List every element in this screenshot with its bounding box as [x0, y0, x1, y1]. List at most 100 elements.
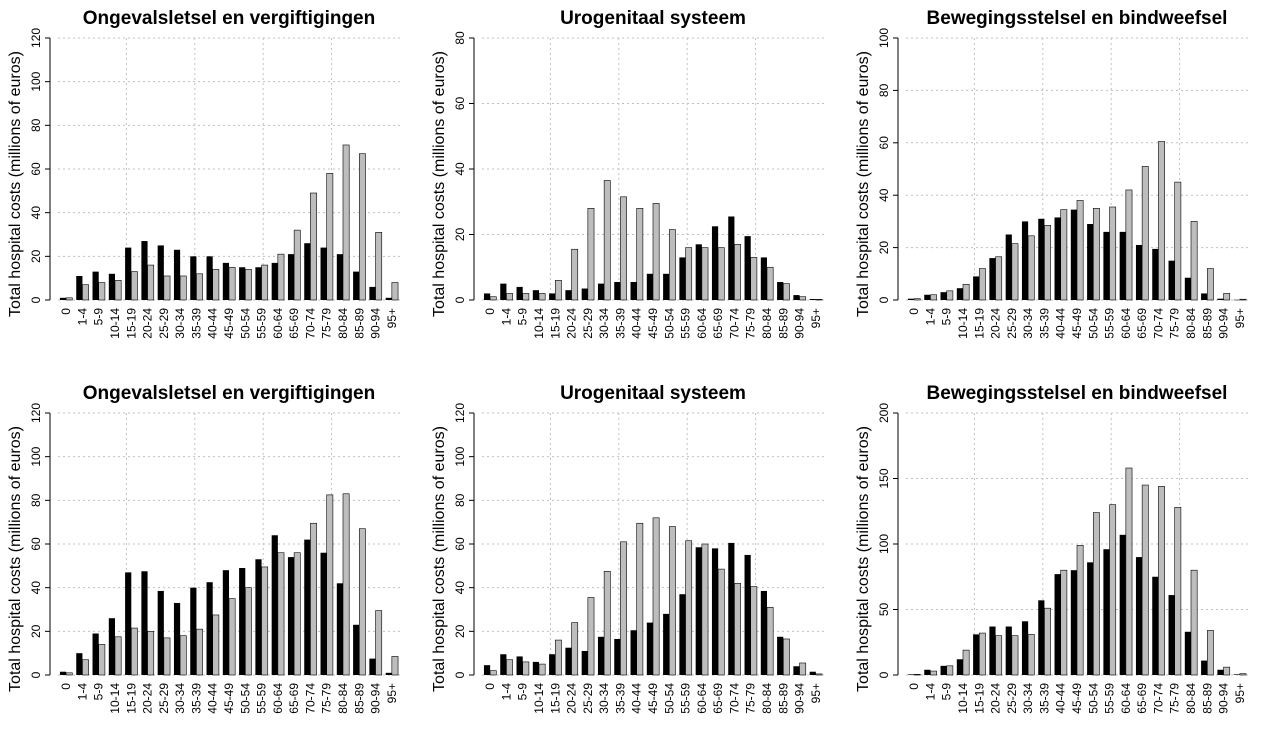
bar-black-75-79 [744, 236, 751, 300]
bar-black-30-34 [173, 602, 181, 675]
bar-grey-70-74 [1158, 486, 1165, 676]
bar-black-1-4 [924, 669, 931, 675]
bar-grey-35-39 [1044, 225, 1051, 301]
bar-black-75-79 [320, 552, 327, 675]
bar-black-95+ [385, 297, 392, 300]
y-axis-label: Total hospital costs (millions of euros) [7, 426, 24, 692]
bar-black-90-94 [793, 295, 800, 300]
bar-grey-15-19 [130, 627, 138, 676]
x-tick-label: 85-89 [1200, 308, 1214, 339]
x-tick-label: 70-74 [727, 683, 741, 714]
bar-grey-15-19 [978, 632, 986, 676]
bar-black-50-54 [239, 267, 246, 300]
x-tick-label: 95+ [385, 308, 399, 328]
bar-black-0 [59, 671, 67, 675]
bar-grey-20-24 [147, 264, 155, 301]
chart-panel-2: Urogenitaal systeem Total hospital costs … [424, 0, 848, 375]
bar-black-55-59 [1103, 549, 1110, 675]
chart-svg: Urogenitaal systeem Total hospital costs … [431, 8, 824, 339]
x-tick-label: 0 [59, 683, 73, 690]
bar-black-25-29 [1005, 626, 1012, 675]
bar-grey-25-29 [163, 275, 171, 301]
y-tick-label: 60 [877, 136, 891, 150]
bar-grey-20-24 [571, 622, 579, 676]
bar-black-70-74 [1152, 576, 1159, 675]
bar-black-65-69 [1135, 244, 1143, 300]
bar-black-95+ [1233, 299, 1240, 301]
y-tick-label: 40 [29, 206, 43, 220]
x-tick-label: 90-94 [793, 683, 807, 714]
bar-black-70-74 [728, 216, 735, 300]
x-tick-label: 55-59 [679, 308, 693, 339]
bar-black-75-79 [1168, 595, 1175, 675]
bar-black-95+ [809, 299, 816, 300]
y-tick-label: 20 [29, 249, 43, 263]
bar-black-90-94 [793, 666, 800, 675]
bar-grey-5-9 [946, 290, 954, 301]
bar-grey-85-89 [358, 153, 366, 301]
bar-black-60-64 [695, 547, 702, 675]
x-tick-label: 20-24 [141, 683, 155, 714]
x-tick-label: 20-24 [989, 683, 1003, 714]
bar-grey-10-14 [538, 663, 546, 676]
bar-black-0 [483, 293, 491, 300]
y-tick-label: 60 [29, 162, 43, 176]
bar-grey-30-34 [179, 635, 187, 676]
bar-black-20-24 [141, 241, 148, 300]
x-tick-label: 50-54 [238, 308, 252, 339]
y-axis-label: Total hospital costs (millions of euros) [855, 51, 872, 317]
x-tick-label: 30-34 [1021, 683, 1035, 714]
bar-grey-1-4 [506, 659, 513, 676]
bar-grey-25-29 [163, 637, 171, 676]
x-tick-label: 5-9 [940, 683, 954, 701]
bar-grey-85-89 [358, 528, 366, 676]
bar-grey-90-94 [375, 232, 383, 301]
x-tick-label: 90-94 [1217, 308, 1231, 339]
x-tick-label: 90-94 [793, 308, 807, 339]
bar-black-45-49 [1070, 570, 1077, 675]
bar-black-55-59 [255, 559, 262, 675]
bar-black-20-24 [565, 290, 572, 300]
bar-black-85-89 [777, 636, 784, 675]
bar-grey-90-94 [375, 610, 383, 676]
x-tick-label: 60-64 [1119, 308, 1133, 339]
bar-grey-45-49 [228, 266, 236, 301]
bar-black-35-39 [1038, 600, 1045, 675]
bar-grey-60-64 [277, 253, 285, 301]
bar-black-20-24 [565, 647, 572, 675]
x-tick-label: 30-34 [597, 683, 611, 714]
y-axis-label: Total hospital costs (millions of euros) [855, 426, 872, 692]
bar-black-25-29 [581, 288, 588, 300]
bar-grey-1-4 [930, 670, 937, 676]
bar-grey-80-84 [342, 493, 350, 676]
x-tick-label: 35-39 [1037, 308, 1051, 339]
bar-grey-45-49 [228, 598, 236, 676]
bar-grey-65-69 [1141, 484, 1149, 676]
x-tick-label: 60-64 [271, 308, 285, 339]
x-tick-label: 85-89 [1200, 683, 1214, 714]
bar-black-0 [907, 298, 915, 300]
x-tick-label: 75-79 [744, 683, 758, 714]
x-tick-label: 5-9 [516, 308, 530, 326]
bar-black-10-14 [956, 288, 963, 300]
x-tick-label: 25-29 [581, 683, 595, 714]
bar-black-10-14 [108, 273, 115, 300]
bar-black-5-9 [516, 656, 523, 675]
bar-grey-40-44 [636, 208, 644, 301]
x-tick-label: 15-19 [548, 308, 562, 339]
x-tick-label: 35-39 [189, 683, 203, 714]
bar-black-80-84 [760, 257, 767, 300]
bar-grey-30-34 [179, 275, 187, 301]
bar-grey-90-94 [1223, 666, 1231, 676]
bar-black-1-4 [500, 654, 507, 675]
chart-title: Bewegingsstelsel en bindweefsel [927, 8, 1228, 29]
bar-grey-5-9 [98, 282, 106, 301]
y-tick-label: 0 [877, 671, 891, 678]
bar-grey-95+ [391, 282, 399, 301]
bar-grey-60-64 [1125, 189, 1133, 301]
bar-black-60-64 [271, 262, 278, 300]
bar-black-45-49 [646, 273, 653, 300]
bar-black-80-84 [1184, 631, 1191, 675]
bar-grey-0 [65, 672, 73, 676]
x-tick-label: 0 [59, 308, 73, 315]
